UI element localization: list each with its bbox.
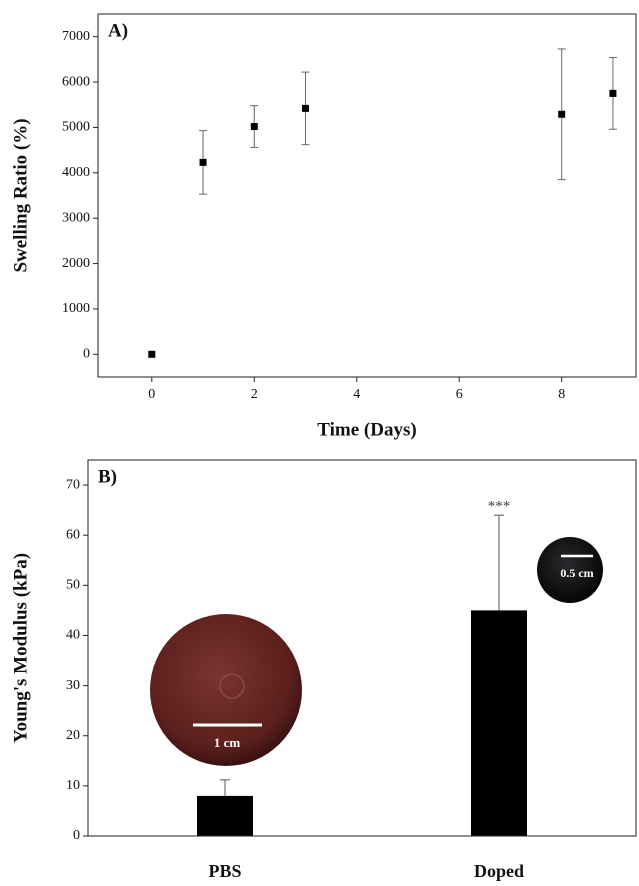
x-tick-label: 4 [353, 387, 360, 402]
x-tick-label: 2 [251, 387, 258, 402]
bar [197, 795, 253, 836]
x-tick-label: 8 [558, 387, 565, 402]
y-tick-label: 70 [66, 477, 80, 492]
y-tick-label: 0 [83, 347, 90, 362]
point [558, 110, 566, 118]
y-tick-label: 60 [66, 527, 80, 542]
point [199, 158, 207, 166]
y-axis-title: Young's Modulus (kPa) [10, 553, 31, 743]
plot-frame [97, 13, 637, 378]
y-tick-label: 4000 [62, 165, 90, 180]
y-tick-label: 2000 [62, 256, 90, 271]
y-tick-label: 6000 [62, 74, 90, 89]
y-tick-label: 1000 [62, 301, 90, 316]
x-tick-label: PBS [208, 861, 241, 881]
panel-label: B) [98, 466, 117, 487]
x-tick-label: 0 [148, 387, 155, 402]
y-tick-label: 20 [66, 728, 80, 743]
y-tick-label: 0 [73, 828, 80, 843]
y-tick-label: 10 [66, 778, 80, 793]
y-tick-label: 40 [66, 628, 80, 643]
y-axis-title: Swelling Ratio (%) [10, 118, 31, 272]
annotation: *** [488, 499, 511, 515]
point [148, 350, 156, 358]
scale-bar-label: 1 cm [214, 735, 241, 750]
bar [471, 610, 527, 836]
scale-bar-label: 0.5 cm [560, 566, 593, 580]
x-axis-title: Time (Days) [317, 419, 416, 440]
y-tick-label: 50 [66, 578, 80, 593]
photo-detail [219, 673, 245, 699]
panel-label: A) [108, 20, 128, 41]
point [609, 89, 617, 97]
y-tick-label: 5000 [62, 120, 90, 135]
plot-frame [87, 459, 637, 837]
point [302, 104, 310, 112]
y-tick-label: 30 [66, 678, 80, 693]
y-tick-label: 7000 [62, 29, 90, 44]
pbs-photo [150, 614, 302, 766]
point [250, 123, 258, 131]
x-tick-label: Doped [474, 861, 524, 881]
y-tick-label: 3000 [62, 210, 90, 225]
x-tick-label: 6 [456, 387, 463, 402]
doped-photo [537, 537, 603, 603]
